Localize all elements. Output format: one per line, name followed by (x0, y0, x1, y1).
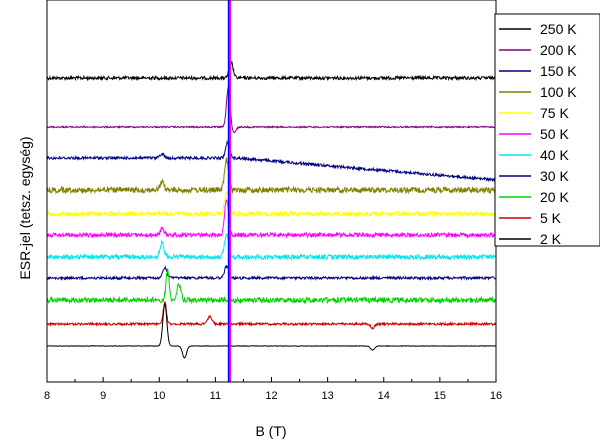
x-tick-label: 12 (265, 390, 277, 402)
x-axis-title: B (T) (255, 423, 286, 439)
legend-label: 150 K (540, 63, 577, 79)
series-line-40k (46, 233, 497, 261)
legend: 250 K 200 K 150 K 100 K 75 K 50 K 40 K 30 K 20 K… (494, 13, 600, 247)
legend-label: 75 K (540, 105, 569, 121)
legend-label: 30 K (540, 168, 569, 184)
x-tick-label: 13 (322, 390, 334, 402)
legend-label: 250 K (540, 21, 577, 37)
legend-label: 20 K (540, 189, 569, 205)
x-tick-label: 15 (434, 390, 446, 402)
series-line-75k (46, 190, 497, 219)
legend-box (494, 13, 600, 247)
x-tick-label: 16 (490, 390, 502, 402)
plot-traces (46, 60, 497, 359)
legend-label: 5 K (540, 210, 562, 226)
x-axis-ticks: 8 9 10 11 12 13 14 15 16 (44, 377, 502, 402)
series-line-50k (47, 199, 497, 239)
series-line-100k (46, 157, 497, 195)
legend-label: 50 K (540, 126, 569, 142)
x-tick-label: 8 (44, 390, 50, 402)
x-tick-label: 14 (378, 390, 390, 402)
y-axis-title: ESR-jel (tetsz. egység) (17, 136, 33, 279)
series-line-250k (46, 60, 497, 82)
legend-label: 2 K (540, 231, 562, 247)
resonance-marker (227, 0, 232, 382)
series-line-150k (46, 139, 497, 183)
x-tick-label: 11 (210, 390, 221, 402)
series-line-2k (46, 303, 497, 359)
legend-label: 100 K (540, 84, 577, 100)
x-tick-label: 9 (100, 390, 106, 402)
series-line-30k (46, 264, 497, 282)
x-tick-label: 10 (153, 390, 165, 402)
series-line-5k (46, 301, 497, 330)
legend-label: 200 K (540, 42, 577, 58)
legend-label: 40 K (540, 147, 569, 163)
series-line-20k (46, 268, 497, 305)
series-line-200k (46, 86, 497, 134)
